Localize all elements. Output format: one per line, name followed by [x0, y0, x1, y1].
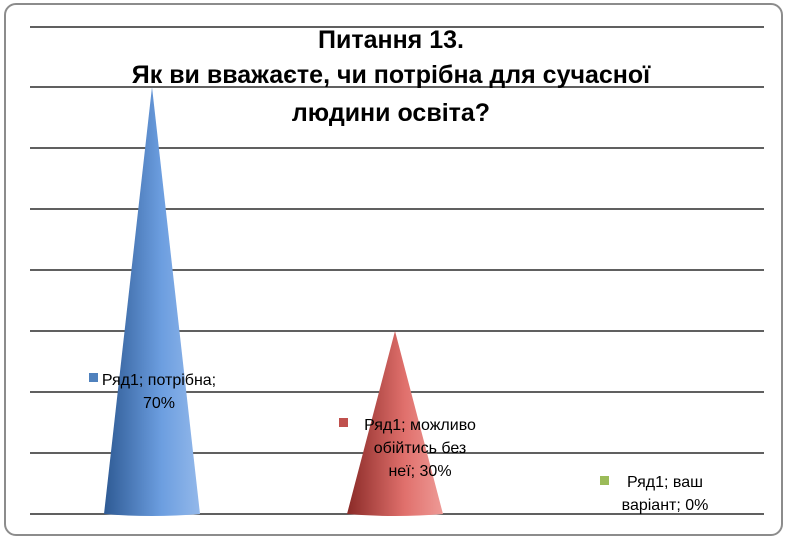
cone-mark [347, 331, 443, 516]
chart-title-line-2: Як ви вважаєте, чи потрібна для сучасної [132, 61, 651, 89]
data-label-text: обійтись без [374, 440, 466, 457]
data-label-text: Ряд1; можливо [364, 417, 476, 434]
cone-mark [104, 87, 200, 516]
data-label-text: варіант; 0% [622, 497, 709, 514]
data-label-text: Ряд1; ваш [627, 474, 703, 491]
chart-title: Питання 13. Як ви вважаєте, чи потрібна … [132, 26, 651, 127]
data-label-marker [89, 373, 98, 382]
data-label-text: неї; 30% [388, 463, 451, 480]
data-labels: Ряд1; потрібна; 70% Ряд1; можливо обійтись … [89, 372, 708, 514]
data-label-marker [600, 476, 609, 485]
chart-title-line-3: людини освіта? [292, 99, 490, 127]
chart-title-line-1: Питання 13. [318, 26, 464, 54]
data-label-marker [339, 418, 348, 427]
data-label-text: Ряд1; потрібна; [102, 372, 216, 389]
cones [104, 87, 443, 516]
data-label-text: 70% [143, 395, 175, 412]
